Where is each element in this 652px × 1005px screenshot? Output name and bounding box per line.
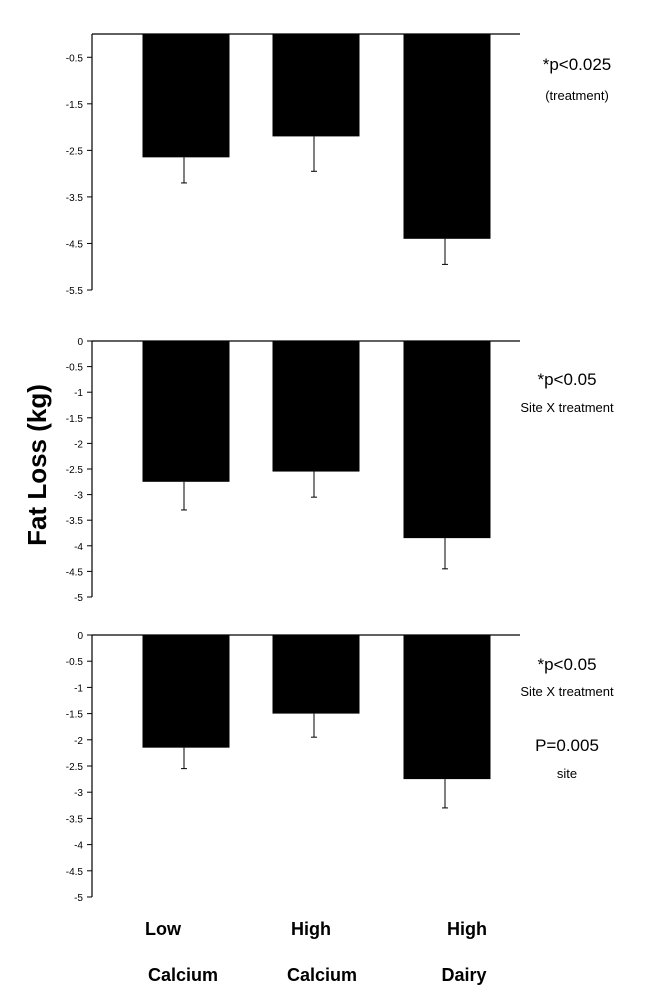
panel-1-bar-3 [403,34,491,239]
panel-1-bar-2 [272,34,360,137]
panel-2-tick-label: -5 [74,593,83,604]
panel-3-tick-label: -2 [74,736,83,747]
panel-3-tick-label: -0.5 [66,657,84,668]
panel-2-tick-label: -2 [74,439,83,450]
panel-3-bar-3 [403,635,491,780]
panel-2-bar-2 [272,341,360,472]
panel-3-tick-label: -4 [74,841,83,852]
panel-1-tick-label: -2.5 [66,146,84,157]
x-label-3-line-1: High [447,919,487,939]
x-label-3-line-2: Dairy [441,965,486,985]
chart-panels: -0.5 -1.5 -2.5 -3.5 -4.5 -5.5 *p<0.025 (treatme… [66,33,614,904]
panel-3-tick-label: -1.5 [66,710,84,721]
panel-1-tick-label: -0.5 [66,53,84,64]
panel-3-annotation-3: P=0.005 [535,736,599,755]
panel-3-tick-label: -3.5 [66,814,84,825]
panel-3-annotation-2: Site X treatment [520,684,614,699]
panel-2-annotation-1: *p<0.05 [537,370,596,389]
panel-3: 0 -0.5 -1 -1.5 -2 -2.5 -3 -3.5 -4 -4.5 -5 *p<0.05 Si… [66,631,614,904]
panel-3-annotation-1: *p<0.05 [537,655,596,674]
panel-2-tick-label: -2.5 [66,465,84,476]
panel-1: -0.5 -1.5 -2.5 -3.5 -4.5 -5.5 *p<0.025 (treatme… [66,33,612,297]
x-category-labels: Low Calcium High Calcium High Dairy [145,919,487,985]
y-axis-label: Fat Loss (kg) [22,384,52,546]
panel-2-tick-label: -3 [74,491,83,502]
panel-1-annotation-1: *p<0.025 [543,55,612,74]
x-label-1-line-1: Low [145,919,182,939]
panel-1-tick-label: -5.5 [66,286,84,297]
panel-3-tick-label: -5 [74,893,83,904]
panel-1-tick-label: -4.5 [66,239,84,250]
panel-3-annotation-4: site [557,766,577,781]
panel-2-bar-3 [403,341,491,539]
panel-1-annotation-2: (treatment) [545,88,609,103]
panel-2-tick-label: -3.5 [66,516,84,527]
panel-3-bar-1 [142,635,230,748]
panel-2: 0 -0.5 -1 -1.5 -2 -2.5 -3 -3.5 -4 -4.5 -5 *p<0.05 Si… [66,337,614,604]
panel-2-tick-label: -1.5 [66,414,84,425]
panel-2-tick-label: -1 [74,388,83,399]
panel-3-tick-label: -1 [74,683,83,694]
x-label-2-line-1: High [291,919,331,939]
panel-3-tick-label: -4.5 [66,867,84,878]
x-label-2-line-2: Calcium [287,965,357,985]
x-label-1-line-2: Calcium [148,965,218,985]
panel-3-tick-label: 0 [77,631,83,642]
panel-1-tick-label: -3.5 [66,193,84,204]
panel-2-bar-1 [142,341,230,482]
panel-2-tick-label: 0 [77,337,83,348]
panel-2-annotation-2: Site X treatment [520,400,614,415]
panel-1-bar-1 [142,34,230,158]
panel-2-tick-label: -4.5 [66,567,84,578]
panel-2-tick-label: -0.5 [66,363,84,374]
panel-3-tick-label: -3 [74,788,83,799]
panel-3-bar-2 [272,635,360,714]
panel-2-tick-label: -4 [74,542,83,553]
panel-3-tick-label: -2.5 [66,762,84,773]
panel-1-tick-label: -1.5 [66,100,84,111]
